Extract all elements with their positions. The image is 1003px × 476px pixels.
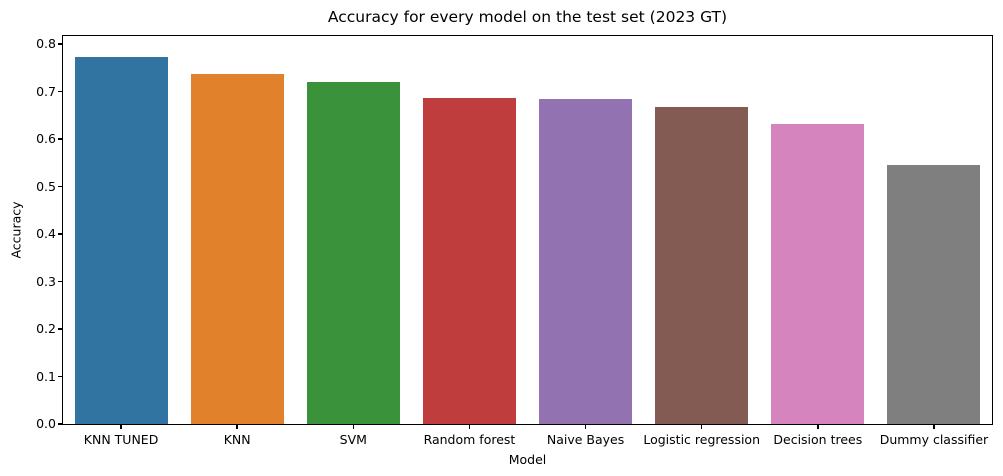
chart-title: Accuracy for every model on the test set… [327,8,728,26]
y-tick-label-0.5: 0.5 [36,178,56,194]
bar-knn [190,73,284,424]
y-tick-label-0.7: 0.7 [36,83,56,99]
x-axis-label: Model [508,452,547,467]
x-tick-label-dummy-classifier: Dummy classifier [879,432,989,447]
bar-random-forest [422,98,516,424]
y-tick-label-0.8: 0.8 [36,36,56,51]
plot-area [62,35,993,425]
x-tick-mark-knn-tuned [120,425,122,429]
y-tick-label-0.3: 0.3 [36,273,56,289]
y-tick-label-0.6: 0.6 [36,131,56,146]
y-tick-label-0.2: 0.2 [36,321,56,336]
x-tick-mark-dummy-classifier [933,425,935,429]
x-tick-mark-random-forest [468,425,471,429]
x-tick-mark-knn [236,425,238,429]
bar-svm [306,81,400,424]
x-tick-mark-naive-bayes [584,425,587,429]
x-tick-label-logistic-regression: Logistic regression [643,432,761,447]
x-tick-label-svm: SVM [339,432,367,447]
bar-decision-trees [771,123,865,424]
x-tick-label-knn: KNN [223,432,251,447]
x-tick-mark-logistic-regression [700,425,703,429]
bar-naive-bayes [539,98,632,424]
bar-knn-tuned [74,56,168,424]
x-tick-label-naive-bayes: Naive Bayes [546,432,625,447]
bar-logistic-regression [655,106,749,424]
x-tick-mark-decision-trees [817,425,819,429]
bar-dummy-classifier [887,164,981,424]
y-tick-label-0.0: 0.0 [36,416,56,431]
y-tick-label-0.1: 0.1 [36,368,56,384]
x-tick-label-decision-trees: Decision trees [773,432,863,447]
y-axis-label: Accuracy [8,201,24,259]
x-tick-label-random-forest: Random forest [423,432,516,447]
x-tick-label-knn-tuned: KNN TUNED [83,432,159,447]
x-tick-mark-svm [352,425,355,429]
